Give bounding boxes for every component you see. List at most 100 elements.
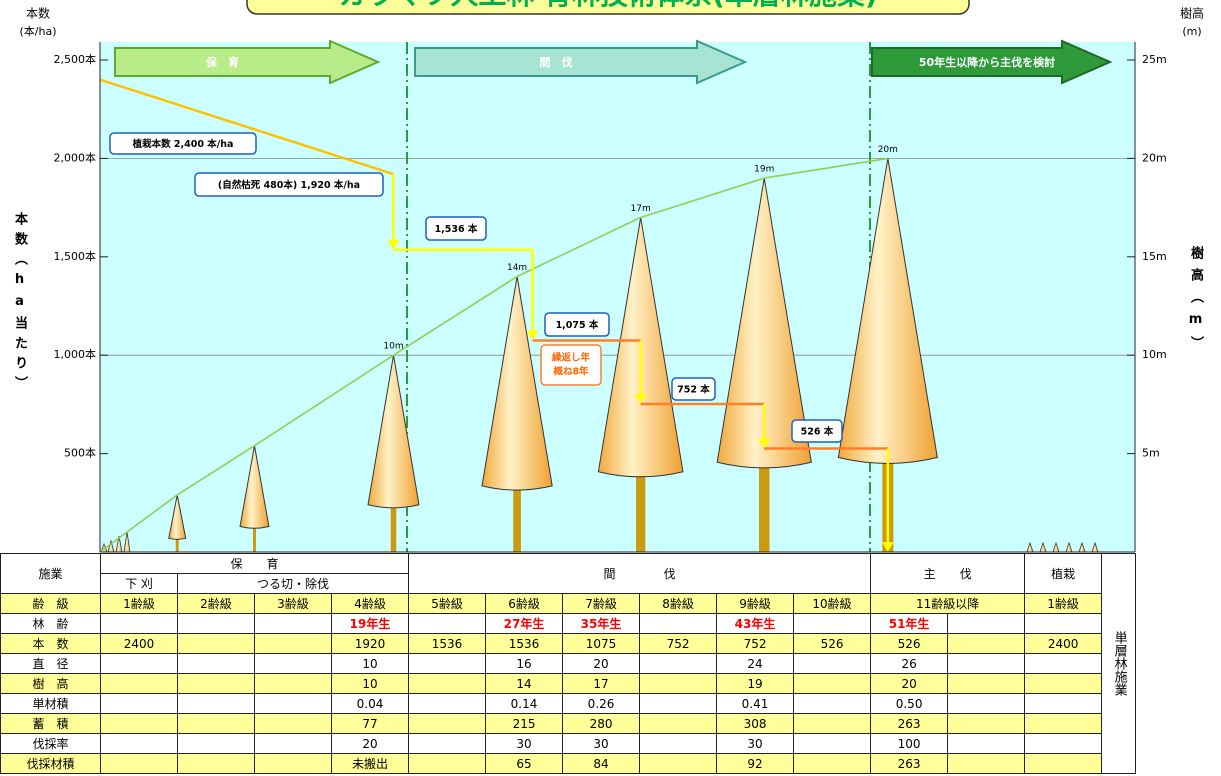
table-cell: 3齢級 <box>255 594 332 614</box>
table-cell <box>640 734 717 754</box>
table-cell: 1075 <box>563 634 640 654</box>
table-cell <box>255 674 332 694</box>
table-cell <box>640 654 717 674</box>
y2-tick-label: 20m <box>1142 151 1167 164</box>
y2-tick-label: 10m <box>1142 348 1167 361</box>
y-tick-label: 2,000本 <box>54 150 97 164</box>
table-cell: 1920 <box>332 634 409 654</box>
page: カラマツ人工林 育林技術体系(単層林施業) 本数 (本/ha) 樹高 (m) 保… <box>0 0 1221 776</box>
table-cell <box>794 614 871 634</box>
y-tick-label: 1,500本 <box>54 249 97 263</box>
table-cell: 77 <box>332 714 409 734</box>
callout-text: 752 本 <box>677 384 710 396</box>
table-cell: 8齢級 <box>640 594 717 614</box>
row-label: 本 数 <box>1 634 101 654</box>
table-cell <box>178 694 255 714</box>
table-cell <box>101 754 178 774</box>
note-text: 概ね8年 <box>553 366 589 378</box>
header-cell: つる切・除伐 <box>178 574 409 594</box>
phase-arrow <box>115 41 378 83</box>
table-cell <box>178 714 255 734</box>
callout-text: (自然枯死 480本) 1,920 本/ha <box>218 179 360 191</box>
table-cell <box>1025 734 1102 754</box>
data-label: 20m <box>878 145 898 155</box>
tree-trunk <box>391 501 397 552</box>
y-tick-label: 2,500本 <box>54 52 97 66</box>
table-cell: 24 <box>717 654 794 674</box>
table-cell: 7齢級 <box>563 594 640 614</box>
table-cell: 308 <box>717 714 794 734</box>
y-axis-unit: (本/ha) <box>19 24 56 38</box>
table-cell <box>948 614 1025 634</box>
table-cell <box>101 734 178 754</box>
table-cell: 92 <box>717 754 794 774</box>
table-cell <box>101 654 178 674</box>
data-label: 17m <box>631 204 651 214</box>
chart-title: カラマツ人工林 育林技術体系(単層林施業) <box>338 0 877 11</box>
y-tick-label: 500本 <box>64 446 96 460</box>
row-label: 伐採材積 <box>1 754 101 774</box>
table-cell: 10 <box>332 674 409 694</box>
table-cell <box>640 714 717 734</box>
table-cell: 11齢級以降 <box>871 594 1025 614</box>
row-label: 蓄 積 <box>1 714 101 734</box>
table-cell <box>1025 714 1102 734</box>
table-cell <box>640 754 717 774</box>
table-cell <box>101 614 178 634</box>
y2-axis-title: 樹高 <box>1180 6 1204 21</box>
table-cell: 43年生 <box>717 614 794 634</box>
table-cell <box>948 694 1025 714</box>
table-cell <box>948 634 1025 654</box>
table-cell: 10 <box>332 654 409 674</box>
y2-tick-label: 15m <box>1142 250 1167 263</box>
table-cell <box>1025 674 1102 694</box>
table-cell <box>948 714 1025 734</box>
table-cell: 30 <box>717 734 794 754</box>
table-cell: 2齢級 <box>178 594 255 614</box>
table-cell: 1536 <box>409 634 486 654</box>
table-cell: 4齢級 <box>332 594 409 614</box>
table-cell: 20 <box>332 734 409 754</box>
y2-tick-label: 5m <box>1142 447 1160 460</box>
table-cell: 16 <box>486 654 563 674</box>
table-cell: 6齢級 <box>486 594 563 614</box>
table-cell <box>178 634 255 654</box>
y-tick-label: 1,000本 <box>54 347 97 361</box>
table-cell <box>255 634 332 654</box>
table-cell: 65 <box>486 754 563 774</box>
table-cell: 0.50 <box>871 694 948 714</box>
table-cell: 30 <box>563 734 640 754</box>
table-cell: 26 <box>871 654 948 674</box>
phase-label: 保 育 <box>205 55 239 69</box>
table-cell <box>409 754 486 774</box>
table-row: 伐採率20303030100 <box>1 734 1136 754</box>
y2-axis-unit: (m) <box>1182 25 1201 38</box>
header-cell: 施業 <box>1 554 101 594</box>
callout-text: 植栽本数 2,400 本/ha <box>132 138 234 150</box>
table-cell: 215 <box>486 714 563 734</box>
table-cell <box>409 614 486 634</box>
row-label: 齢 級 <box>1 594 101 614</box>
table-cell: 526 <box>871 634 948 654</box>
tree-trunk <box>636 468 645 552</box>
table-cell <box>640 614 717 634</box>
callout-text: 1,536 本 <box>435 223 478 235</box>
table-cell: 10齢級 <box>794 594 871 614</box>
table-cell: 263 <box>871 714 948 734</box>
tree-trunk <box>759 458 769 552</box>
y2-axis-label: 樹高（m） <box>1186 246 1205 366</box>
table-cell <box>794 754 871 774</box>
table-cell <box>640 674 717 694</box>
table-cell <box>255 754 332 774</box>
table-cell <box>794 734 871 754</box>
table-cell: 未搬出 <box>332 754 409 774</box>
table-cell: 100 <box>871 734 948 754</box>
callout-text: 1,075 本 <box>556 319 599 331</box>
table-cell <box>178 734 255 754</box>
table-cell: 0.14 <box>486 694 563 714</box>
table-cell <box>794 654 871 674</box>
table-cell: 9齢級 <box>717 594 794 614</box>
